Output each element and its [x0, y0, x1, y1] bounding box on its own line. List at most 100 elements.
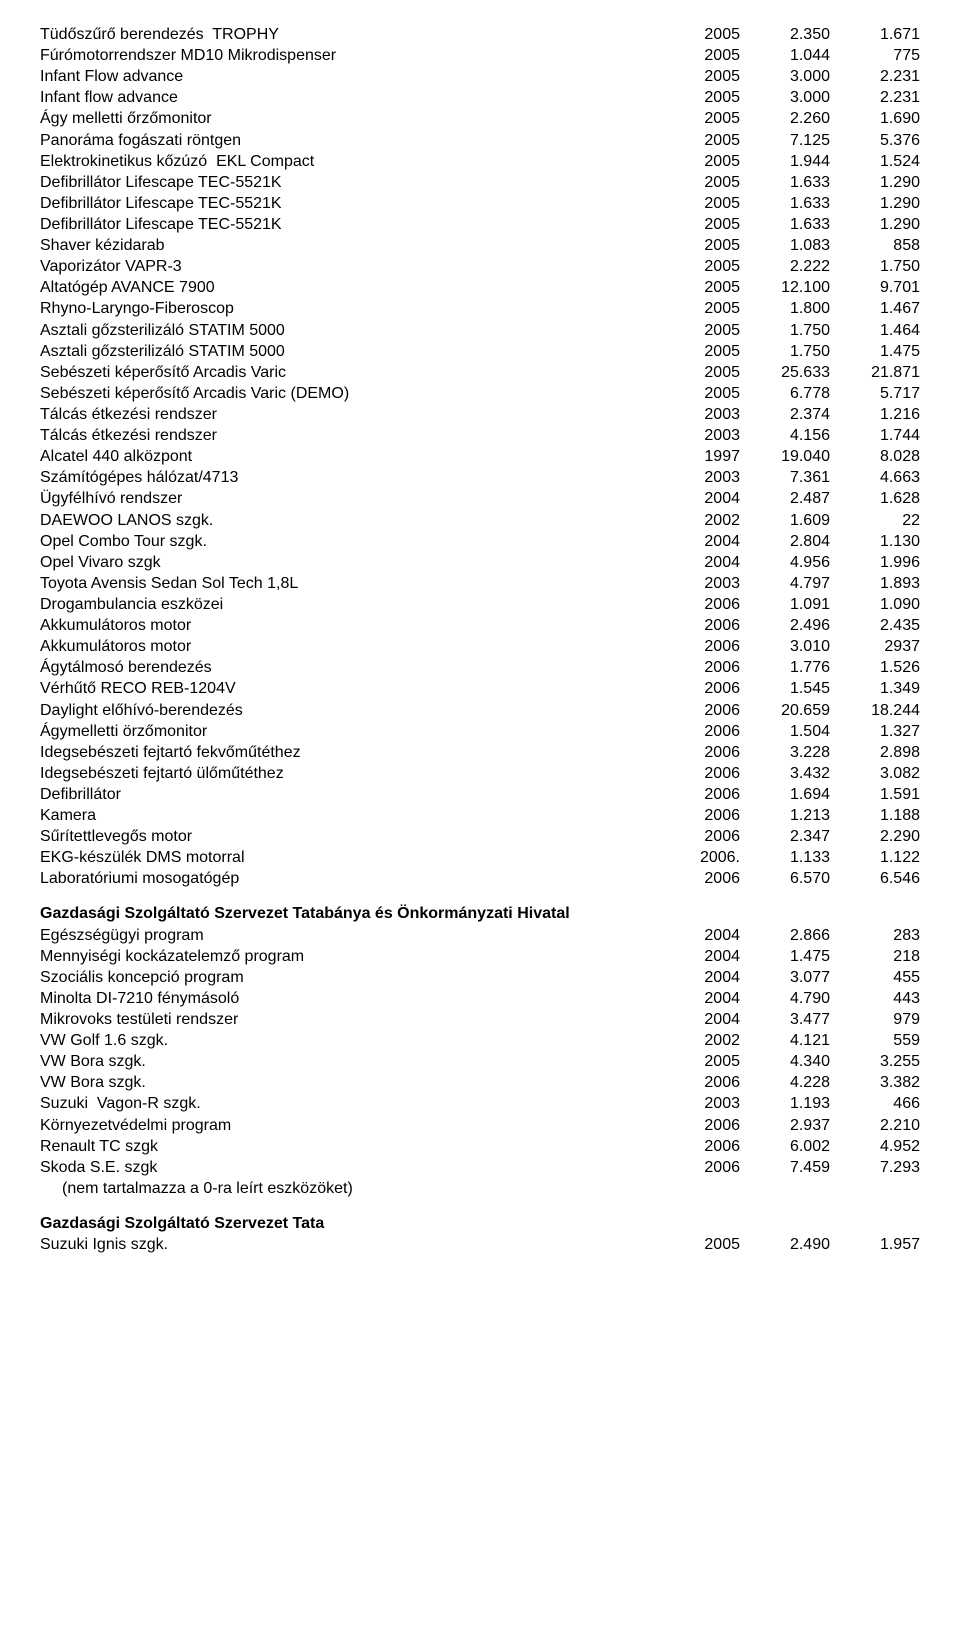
cell-year: 2005: [670, 256, 740, 277]
cell-year: 2006: [670, 594, 740, 615]
cell-value2: 1.744: [830, 425, 920, 446]
table-row: Mikrovoks testületi rendszer20043.477979: [40, 1009, 920, 1030]
cell-value2: 1.290: [830, 193, 920, 214]
table-row: Asztali gőzsterilizáló STATIM 500020051.…: [40, 320, 920, 341]
table-row: Vérhűtő RECO REB-1204V20061.5451.349: [40, 678, 920, 699]
table-row: Akkumulátoros motor20062.4962.435: [40, 615, 920, 636]
cell-year: 2005: [670, 235, 740, 256]
main-table: Tüdőszűrő berendezés TROPHY20052.3501.67…: [40, 24, 920, 889]
cell-value2: 1.628: [830, 488, 920, 509]
cell-name: VW Bora szgk.: [40, 1072, 670, 1093]
cell-value2: 6.546: [830, 868, 920, 889]
cell-name: Fúrómotorrendszer MD10 Mikrodispenser: [40, 45, 670, 66]
cell-value1: 6.570: [740, 868, 830, 889]
cell-value1: 2.347: [740, 826, 830, 847]
cell-name: Tálcás étkezési rendszer: [40, 425, 670, 446]
cell-value1: 3.000: [740, 66, 830, 87]
cell-value1: 3.228: [740, 742, 830, 763]
table-row: Idegsebészeti fejtartó fekvőműtéthez2006…: [40, 742, 920, 763]
cell-value2: 775: [830, 45, 920, 66]
cell-name: Vérhűtő RECO REB-1204V: [40, 678, 670, 699]
cell-year: 2006: [670, 1136, 740, 1157]
cell-year: 2005: [670, 362, 740, 383]
cell-year: 2005: [670, 151, 740, 172]
cell-year: 2002: [670, 1030, 740, 1051]
cell-name: Kamera: [40, 805, 670, 826]
cell-value1: 1.504: [740, 721, 830, 742]
table-row: Asztali gőzsterilizáló STATIM 500020051.…: [40, 341, 920, 362]
cell-name: Minolta DI-7210 fénymásoló: [40, 988, 670, 1009]
cell-value1: 1.750: [740, 320, 830, 341]
section2-heading: Gazdasági Szolgáltató Szervezet Tatabány…: [40, 903, 920, 924]
cell-name: Tüdőszűrő berendezés TROPHY: [40, 24, 670, 45]
cell-name: Sebészeti képerősítő Arcadis Varic: [40, 362, 670, 383]
table-row: Opel Combo Tour szgk.20042.8041.130: [40, 531, 920, 552]
cell-value2: 1.591: [830, 784, 920, 805]
cell-value2: 1.464: [830, 320, 920, 341]
cell-year: 2006: [670, 784, 740, 805]
table-row: Laboratóriumi mosogatógép20066.5706.546: [40, 868, 920, 889]
cell-name: Ágytálmosó berendezés: [40, 657, 670, 678]
cell-year: 2005: [670, 298, 740, 319]
cell-value2: 21.871: [830, 362, 920, 383]
table-row: Drogambulancia eszközei20061.0911.090: [40, 594, 920, 615]
table-row: VW Bora szgk.20064.2283.382: [40, 1072, 920, 1093]
cell-year: 2004: [670, 925, 740, 946]
cell-value1: 1.545: [740, 678, 830, 699]
cell-value1: 12.100: [740, 277, 830, 298]
section2-note: (nem tartalmazza a 0-ra leírt eszközöket…: [40, 1178, 920, 1199]
cell-value2: 2.210: [830, 1115, 920, 1136]
cell-value2: 9.701: [830, 277, 920, 298]
table-row: Ágymelletti örzőmonitor20061.5041.327: [40, 721, 920, 742]
cell-value2: 5.717: [830, 383, 920, 404]
cell-name: EKG-készülék DMS motorral: [40, 847, 670, 868]
table-row: Számítógépes hálózat/471320037.3614.663: [40, 467, 920, 488]
cell-value1: 7.459: [740, 1157, 830, 1178]
section3-table: Suzuki Ignis szgk.20052.4901.957: [40, 1234, 920, 1255]
table-row: Suzuki Vagon-R szgk.20031.193466: [40, 1093, 920, 1114]
table-row: Szociális koncepció program20043.077455: [40, 967, 920, 988]
cell-year: 2005: [670, 1051, 740, 1072]
cell-name: Idegsebészeti fejtartó fekvőműtéthez: [40, 742, 670, 763]
table-row: Defibrillátor Lifescape TEC-5521K20051.6…: [40, 172, 920, 193]
cell-value2: 1.467: [830, 298, 920, 319]
cell-value2: 2.435: [830, 615, 920, 636]
cell-name: Asztali gőzsterilizáló STATIM 5000: [40, 320, 670, 341]
cell-value1: 4.228: [740, 1072, 830, 1093]
cell-year: 2005: [670, 87, 740, 108]
cell-name: Infant flow advance: [40, 87, 670, 108]
cell-year: 2003: [670, 573, 740, 594]
cell-value2: 455: [830, 967, 920, 988]
table-row: Fúrómotorrendszer MD10 Mikrodispenser200…: [40, 45, 920, 66]
cell-value2: 3.082: [830, 763, 920, 784]
cell-value2: 1.996: [830, 552, 920, 573]
table-row: Mennyiségi kockázatelemző program20041.4…: [40, 946, 920, 967]
table-row: Kamera20061.2131.188: [40, 805, 920, 826]
cell-value2: 1.526: [830, 657, 920, 678]
cell-value2: 5.376: [830, 130, 920, 151]
cell-year: 2005: [670, 193, 740, 214]
cell-value2: 443: [830, 988, 920, 1009]
cell-value1: 1.694: [740, 784, 830, 805]
table-row: Elektrokinetikus kőzúzó EKL Compact20051…: [40, 151, 920, 172]
cell-value2: 1.216: [830, 404, 920, 425]
cell-value2: 3.382: [830, 1072, 920, 1093]
table-row: Panoráma fogászati röntgen20057.1255.376: [40, 130, 920, 151]
table-row: Ágy melletti őrzőmonitor20052.2601.690: [40, 108, 920, 129]
cell-value1: 1.633: [740, 172, 830, 193]
cell-year: 2005: [670, 1234, 740, 1255]
cell-name: VW Bora szgk.: [40, 1051, 670, 1072]
table-row: Környezetvédelmi program20062.9372.210: [40, 1115, 920, 1136]
table-row: Defibrillátor Lifescape TEC-5521K20051.6…: [40, 214, 920, 235]
cell-year: 2006: [670, 615, 740, 636]
table-row: Defibrillátor Lifescape TEC-5521K20051.6…: [40, 193, 920, 214]
cell-year: 2005: [670, 320, 740, 341]
cell-year: 2006.: [670, 847, 740, 868]
table-row: Altatógép AVANCE 7900200512.1009.701: [40, 277, 920, 298]
cell-name: Egészségügyi program: [40, 925, 670, 946]
table-row: Sebészeti képerősítő Arcadis Varic200525…: [40, 362, 920, 383]
cell-value2: 1.122: [830, 847, 920, 868]
cell-year: 2004: [670, 1009, 740, 1030]
cell-year: 2006: [670, 763, 740, 784]
cell-name: Mennyiségi kockázatelemző program: [40, 946, 670, 967]
